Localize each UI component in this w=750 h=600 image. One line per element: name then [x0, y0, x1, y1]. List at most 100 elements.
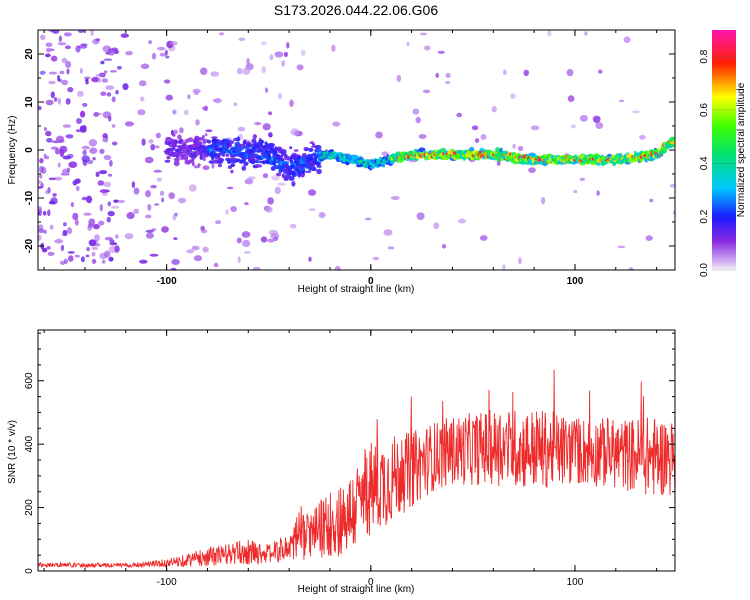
noise-blob — [286, 42, 290, 49]
noise-blob — [244, 202, 249, 206]
noise-blob — [95, 171, 100, 177]
ridge-blob — [237, 146, 245, 151]
ridge-blob — [227, 140, 235, 145]
ridge-blob — [293, 149, 299, 152]
ridge-blob — [244, 161, 249, 165]
noise-blob — [579, 177, 586, 181]
noise-blob — [68, 161, 78, 168]
ridge-blob — [251, 138, 257, 144]
ridge-blob — [188, 159, 195, 164]
noise-blob — [156, 177, 163, 182]
noise-blob — [171, 259, 180, 265]
ridge-blob — [191, 162, 195, 167]
noise-blob — [246, 58, 250, 65]
noise-blob — [416, 212, 425, 220]
noise-blob — [261, 66, 266, 74]
ridge-blob — [312, 168, 317, 172]
ridge-blob — [304, 170, 312, 173]
noise-blob — [191, 245, 200, 251]
noise-blob — [332, 121, 341, 127]
noise-blob — [238, 37, 246, 42]
noise-blob — [38, 234, 42, 241]
noise-blob — [502, 264, 506, 270]
noise-blob — [151, 52, 157, 60]
ridge-blob — [267, 142, 275, 148]
noise-blob — [57, 97, 61, 105]
noise-blob — [148, 40, 152, 45]
noise-blob — [141, 138, 146, 146]
noise-blob — [244, 178, 254, 185]
ridge-blob — [187, 137, 194, 143]
ridge-blob — [369, 166, 376, 170]
noise-blob — [159, 52, 167, 57]
spectrogram-heatmap — [38, 30, 675, 270]
y-tick-label: 0 — [24, 147, 35, 153]
noise-blob — [62, 124, 72, 128]
ridge-blob — [202, 150, 208, 153]
noise-blob — [617, 245, 626, 249]
noise-blob — [456, 112, 463, 118]
noise-blob — [193, 255, 203, 262]
ridge-blob — [309, 141, 315, 145]
noise-blob — [76, 185, 80, 192]
noise-blob — [442, 244, 446, 249]
noise-blob — [265, 206, 273, 213]
noise-blob — [66, 68, 70, 75]
noise-blob — [81, 145, 90, 150]
noise-blob — [116, 65, 122, 70]
ridge-blob — [225, 157, 232, 162]
noise-blob — [131, 181, 136, 189]
noise-blob — [541, 197, 546, 205]
ridge-blob — [182, 155, 189, 158]
noise-blob — [269, 54, 274, 61]
noise-blob — [200, 67, 208, 75]
ridge-blob — [669, 136, 675, 141]
noise-blob — [139, 259, 148, 264]
noise-blob — [573, 190, 578, 194]
snr-y-label: SNR (10 * v/v) — [7, 420, 18, 484]
noise-blob — [253, 121, 262, 126]
noise-blob — [85, 81, 89, 85]
noise-blob — [595, 122, 604, 129]
noise-blob — [213, 262, 219, 268]
noise-blob — [107, 201, 112, 207]
ridge-blob — [303, 147, 310, 152]
noise-blob — [60, 260, 66, 265]
noise-blob — [161, 197, 165, 203]
noise-blob — [415, 116, 421, 124]
y-tick-label: 600 — [24, 372, 35, 389]
snr-x-label: Height of straight line (km) — [298, 584, 415, 595]
noise-blob — [57, 74, 61, 82]
noise-blob — [79, 125, 86, 133]
noise-blob — [172, 213, 177, 221]
ridge-blob — [289, 146, 293, 150]
noise-blob — [97, 180, 105, 186]
noise-blob — [102, 192, 108, 196]
noise-blob — [66, 167, 70, 173]
noise-blob — [82, 149, 87, 156]
noise-blob — [61, 57, 68, 64]
noise-blob — [444, 80, 451, 85]
noise-blob — [159, 190, 165, 196]
noise-blob — [530, 125, 540, 131]
noise-blob — [290, 128, 300, 136]
noise-blob — [68, 255, 74, 262]
ridge-blob — [255, 160, 260, 164]
noise-blob — [396, 74, 402, 82]
colorbar-ticks: 0.0 0.2 0.4 0.6 0.8 — [699, 49, 736, 277]
ridge-blob — [177, 157, 181, 161]
noise-blob — [264, 87, 269, 93]
noise-blob — [100, 60, 105, 65]
noise-blob — [48, 80, 56, 85]
noise-blob — [39, 70, 46, 75]
noise-blob — [424, 45, 431, 51]
x-tick-label: 0 — [368, 276, 374, 287]
spectrogram-x-label: Height of straight line (km) — [298, 284, 415, 295]
noise-blob — [151, 228, 157, 231]
noise-blob — [480, 134, 487, 140]
noise-blob — [226, 186, 234, 190]
noise-blob — [381, 151, 389, 156]
noise-blob — [95, 74, 104, 77]
noise-blob — [168, 192, 175, 200]
noise-blob — [125, 51, 133, 56]
